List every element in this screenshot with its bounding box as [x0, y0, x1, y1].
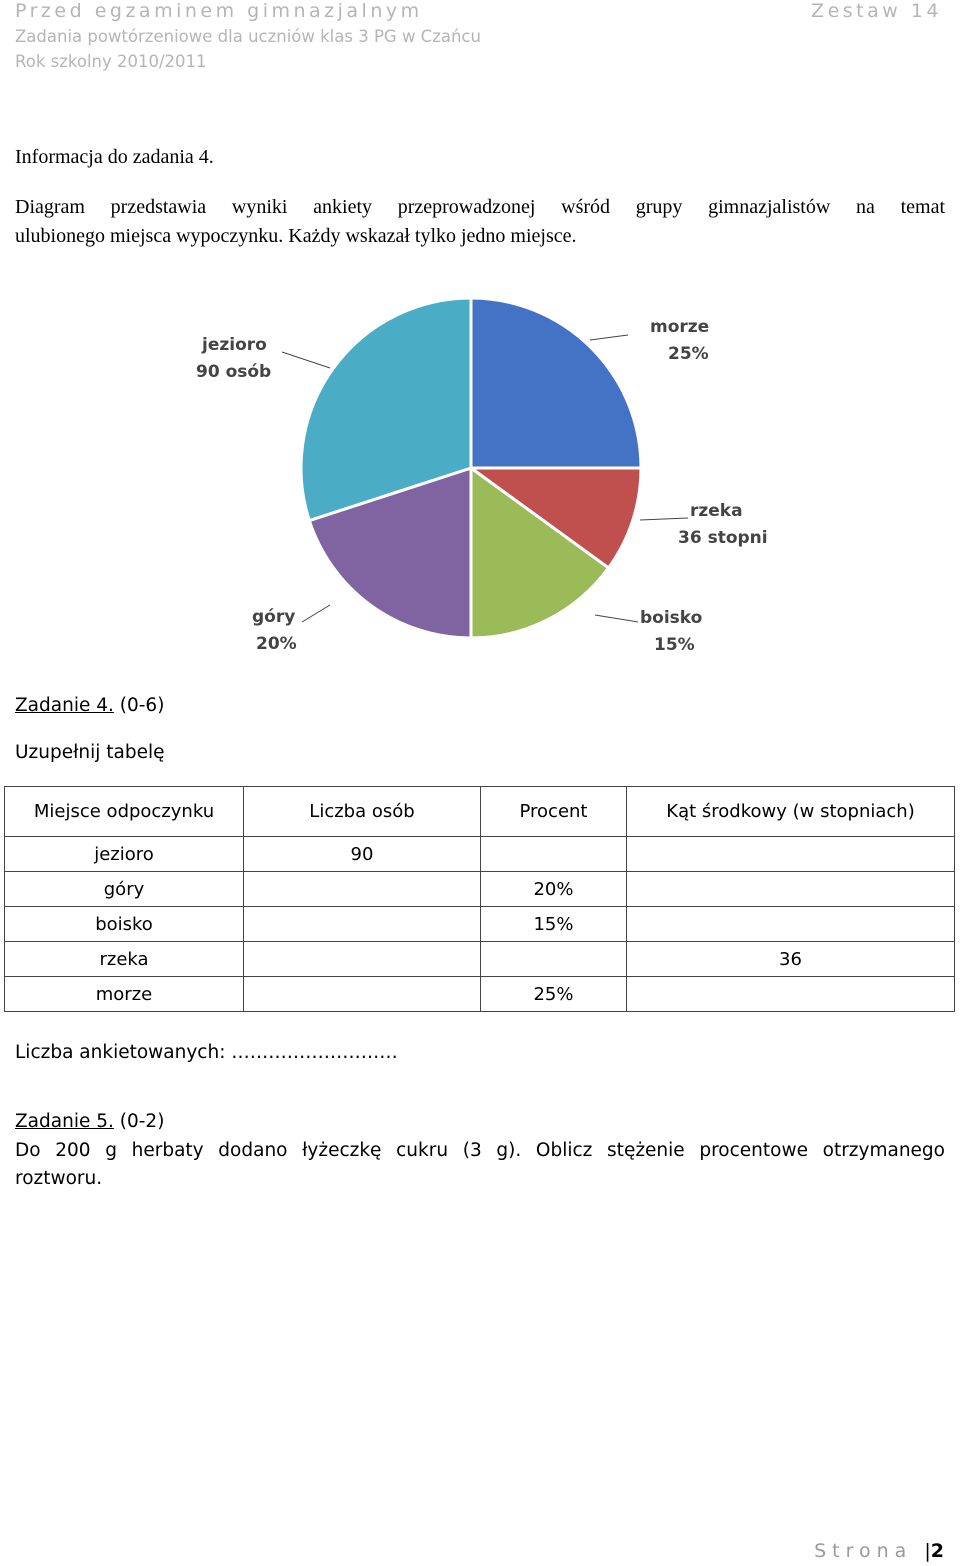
table-cell: boisko	[4, 906, 244, 942]
table-cell: rzeka	[4, 941, 244, 977]
leader-line	[594, 614, 639, 623]
leader-line	[639, 517, 689, 521]
table-cell[interactable]	[626, 976, 955, 1012]
table-cell: 25%	[480, 976, 627, 1012]
task5-line-1: Do 200 g herbaty dodano łyżeczkę cukru (…	[15, 1140, 945, 1161]
header-title: Przed egzaminem gimnazjalnym	[15, 0, 423, 22]
table-header-row: Miejsce odpoczynku Liczba osób Procent K…	[4, 786, 955, 837]
task5-title: Zadanie 5.	[15, 1111, 114, 1132]
page-footer: Strona |2	[814, 1540, 944, 1562]
slice-label-value: 20%	[256, 634, 297, 654]
pie-slice-3	[307, 465, 473, 640]
info-line-2: ulubionego miejsca wypoczynku. Każdy wsk…	[15, 225, 577, 247]
task5-heading: Zadanie 5. (0-2)	[15, 1111, 164, 1132]
table-row: morze 25%	[4, 976, 955, 1012]
table-cell: morze	[4, 976, 244, 1012]
slice-label-value: 90 osób	[196, 362, 271, 382]
slice-label-name: boisko	[640, 608, 702, 628]
table-cell[interactable]	[480, 836, 627, 872]
table-cell: 90	[243, 836, 481, 872]
table-row: rzeka 36	[4, 941, 955, 977]
table-cell: góry	[4, 871, 244, 907]
task4-heading: Zadanie 4. (0-6)	[15, 695, 164, 716]
slice-label-name: rzeka	[690, 501, 743, 521]
footer-label: Strona	[814, 1540, 913, 1562]
slice-label-name: góry	[252, 607, 295, 627]
table-cell: jezioro	[4, 836, 244, 872]
table-cell[interactable]	[626, 906, 955, 942]
table-cell[interactable]	[243, 871, 481, 907]
slice-label-value: 36 stopni	[678, 528, 768, 548]
table-header-cell: Liczba osób	[243, 786, 481, 837]
leader-line	[281, 351, 331, 369]
task4-instruction: Uzupełnij tabelę	[15, 742, 165, 763]
table-cell: 20%	[480, 871, 627, 907]
pie-slice-1	[466, 466, 643, 571]
respondents-count[interactable]: Liczba ankietowanych: ………………………	[15, 1042, 398, 1063]
table-cell[interactable]	[243, 976, 481, 1012]
table-header-cell: Kąt środkowy (w stopniach)	[626, 786, 955, 837]
slice-label-name: jezioro	[201, 335, 267, 355]
pie-slice-4	[299, 296, 473, 523]
table-header-cell: Miejsce odpoczynku	[4, 786, 244, 837]
slice-label-value: 15%	[654, 635, 695, 655]
header-subtitle: Zadania powtórzeniowe dla uczniów klas 3…	[15, 27, 481, 46]
task5-line-2: roztworu.	[15, 1168, 103, 1189]
header-set: Zestaw 14	[811, 0, 942, 22]
table-row: jezioro 90	[4, 836, 955, 872]
slice-label-value: 25%	[668, 344, 709, 364]
leader-line	[589, 334, 629, 341]
table-cell[interactable]	[480, 941, 627, 977]
table-cell: 36	[626, 941, 955, 977]
table-cell: 15%	[480, 906, 627, 942]
task4-title: Zadanie 4.	[15, 695, 114, 716]
task5-points: (0-2)	[119, 1111, 165, 1132]
header-year: Rok szkolny 2010/2011	[15, 52, 207, 71]
info-line-1: Diagram przedstawia wyniki ankiety przep…	[15, 196, 945, 218]
info-heading: Informacja do zadania 4.	[15, 146, 214, 168]
table-cell[interactable]	[626, 871, 955, 907]
table-header-cell: Procent	[480, 786, 627, 837]
task4-points: (0-6)	[119, 695, 165, 716]
table-cell[interactable]	[243, 906, 481, 942]
pie-slice-0	[469, 296, 643, 470]
slice-label-name: morze	[650, 317, 709, 337]
leader-line	[301, 604, 331, 623]
table-row: góry 20%	[4, 871, 955, 907]
page-number: 2	[930, 1540, 944, 1562]
table-row: boisko 15%	[4, 906, 955, 942]
table-cell[interactable]	[243, 941, 481, 977]
pie-chart: morze 25% rzeka 36 stopni boisko 15% góry 20% je…	[196, 296, 768, 655]
answer-table: Miejsce odpoczynku Liczba osób Procent K…	[4, 786, 955, 1012]
table-cell[interactable]	[626, 836, 955, 872]
pie-slice-2	[469, 465, 611, 640]
